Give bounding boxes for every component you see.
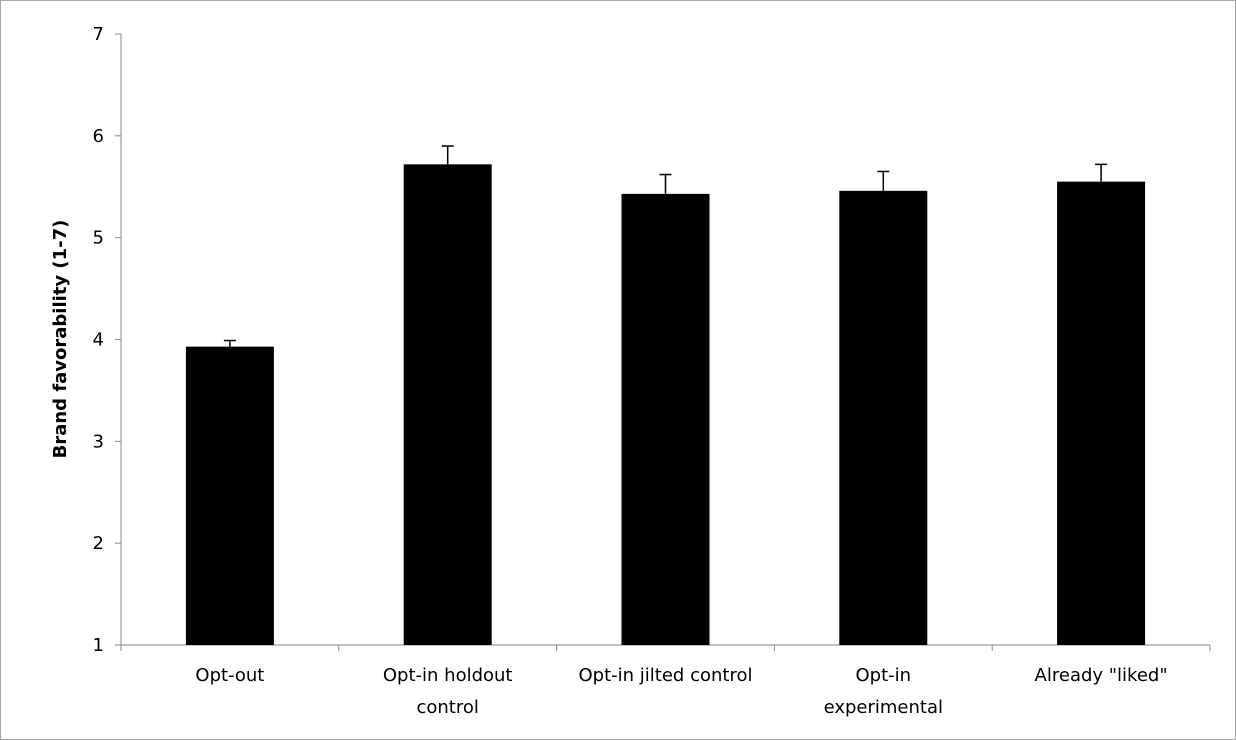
bar (1057, 182, 1145, 645)
bar (186, 347, 274, 645)
y-tick-label: 1 (93, 635, 104, 656)
y-axis-title: Brand favorability (1-7) (50, 220, 71, 459)
x-category-label: Opt-out (195, 665, 264, 686)
bar (404, 164, 492, 645)
bar (622, 194, 710, 645)
x-category-label: Opt-in holdout control (383, 665, 513, 718)
x-category-label: Opt-in experimental (824, 665, 943, 718)
y-tick-label: 3 (93, 431, 104, 452)
x-category-label: Already "liked" (1035, 665, 1168, 686)
x-category-label: Opt-in jilted control (579, 665, 753, 686)
y-tick-label: 7 (93, 24, 104, 45)
y-tick-label: 6 (93, 126, 104, 147)
y-tick-label: 4 (93, 330, 104, 351)
bar (839, 191, 927, 645)
y-tick-label: 2 (93, 533, 104, 554)
y-tick-label: 5 (93, 228, 104, 249)
